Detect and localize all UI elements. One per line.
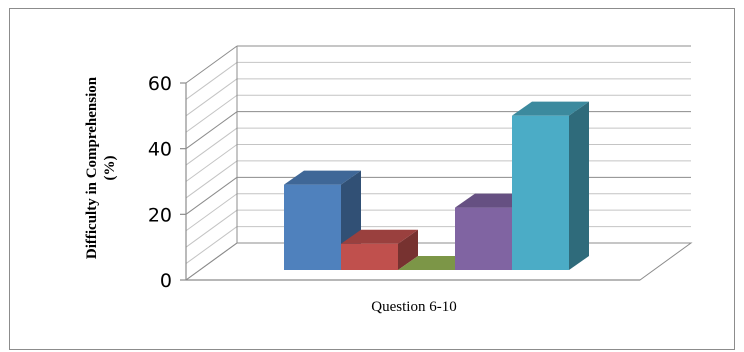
y-tick-label: 20 bbox=[148, 204, 172, 226]
y-axis-title-line-1: Difficulty in Comprehension bbox=[84, 76, 100, 259]
side-gridline bbox=[185, 209, 238, 248]
bar-front bbox=[455, 207, 512, 270]
bar-series-5 bbox=[512, 101, 589, 270]
bar-side bbox=[569, 101, 589, 270]
bar-front bbox=[284, 184, 341, 270]
bar-top bbox=[284, 170, 361, 185]
value-axis: 0 20 40 60 bbox=[148, 73, 640, 292]
bar-series-2 bbox=[341, 229, 418, 270]
side-gridline bbox=[185, 127, 238, 166]
side-gridline bbox=[185, 111, 238, 150]
side-gridline bbox=[185, 193, 238, 232]
bar-side bbox=[398, 229, 418, 270]
side-gridline bbox=[185, 94, 238, 133]
y-tick-label: 0 bbox=[160, 270, 172, 292]
bars bbox=[284, 101, 589, 270]
bar-front bbox=[341, 243, 398, 270]
y-tick-label: 60 bbox=[148, 73, 172, 95]
side-gridline bbox=[185, 144, 238, 182]
side-gridline bbox=[185, 176, 238, 215]
side-gridline bbox=[185, 78, 238, 117]
bar-top bbox=[512, 101, 589, 116]
y-tick-label: 40 bbox=[148, 139, 172, 161]
side-gridline bbox=[185, 242, 238, 281]
chart-frame bbox=[9, 8, 735, 350]
y-axis-title-line-2: (%) bbox=[102, 156, 118, 181]
bar-top bbox=[341, 229, 418, 244]
side-gridline bbox=[185, 226, 238, 264]
side-gridline bbox=[185, 160, 238, 199]
y-axis-title: Difficulty in Comprehension (%) bbox=[84, 76, 118, 259]
bar-front bbox=[512, 115, 569, 270]
category-label: Question 6-10 bbox=[371, 299, 456, 315]
side-gridline bbox=[185, 62, 238, 100]
side-gridline bbox=[185, 45, 238, 84]
